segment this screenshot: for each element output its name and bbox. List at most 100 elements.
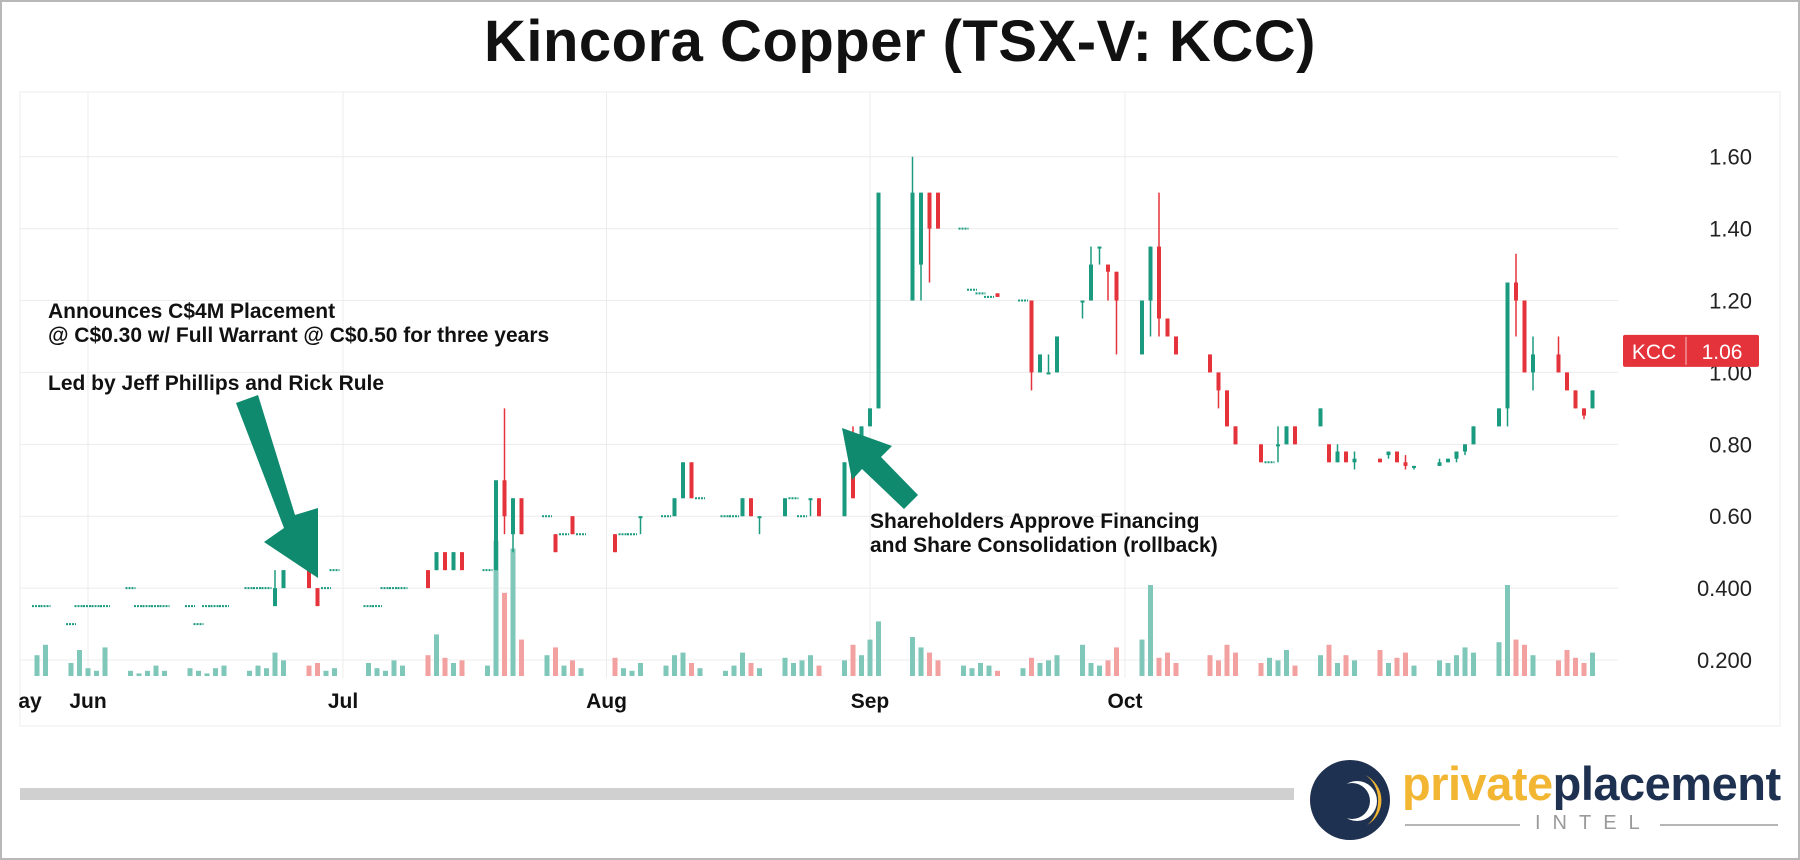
volume-bar [1037,663,1043,676]
annotation-shareholders: Shareholders Approve Financing and Share… [870,510,1218,558]
annotation-line: @ C$0.30 w/ Full Warrant @ C$0.50 for th… [48,324,550,347]
volume-bar [1046,660,1051,676]
volume-bar [978,663,983,676]
volume-bar [1216,660,1221,676]
candle-body [460,552,464,571]
volume-bar [935,660,941,676]
candle-body [315,588,320,607]
volume-bar [272,652,278,676]
y-tick-label: 0.200 [1697,648,1752,673]
y-tick-label: 1.60 [1709,145,1752,170]
volume-bar [485,665,490,676]
volume-bar [1080,644,1085,676]
candle-body [740,498,745,517]
candle-body [1106,264,1110,272]
candle-body [511,498,515,535]
volume-bar [561,665,567,676]
volume-bar [1530,655,1536,676]
volume-bar [1522,644,1527,676]
last-price-value: 1.06 [1702,341,1743,364]
volume-bar [1284,650,1289,676]
volume-bar [672,655,677,676]
candle-body [502,480,507,517]
candle-body [281,570,286,589]
volume-bar [366,663,371,676]
candle-body [876,192,881,409]
volume-bar [1105,660,1111,676]
candle-body [808,498,813,501]
volume-bar [102,647,108,676]
volume-bar [383,670,388,676]
volume-bar [1156,657,1162,676]
candle-body [936,192,940,229]
volume-bar [493,540,499,676]
volume-bar [918,647,924,676]
volume-bar [1462,647,1468,676]
volume-bar [196,670,201,676]
volume-bar [1403,652,1408,676]
candle-body [910,192,915,301]
x-tick-label: Oct [1107,690,1142,713]
volume-bar [374,668,380,676]
volume-bar [799,660,805,676]
candle-body [1097,246,1102,249]
candle-body [1216,372,1221,391]
logo-divider-right [1660,824,1778,826]
volume-bar [816,665,822,676]
volume-bar [510,548,516,676]
volume-bar [791,663,796,676]
chart-grid [19,91,1781,727]
volume-bar [1139,639,1145,676]
volume-bar [663,665,669,676]
volume-bar [842,660,847,676]
volume-bar [1564,650,1570,676]
candle-body [494,480,498,571]
volume-bar [1471,652,1476,676]
horizontal-scrollbar[interactable] [20,788,1294,800]
volume-bar [1411,665,1417,676]
x-tick-label: Aug [586,690,627,713]
candle-body [1395,451,1399,463]
volume-bar [986,665,992,676]
candle-body [426,570,430,589]
volume-bar [1258,663,1264,676]
volume-bar [1590,652,1595,676]
candle-body [1038,354,1042,373]
volume-bar [748,663,754,676]
volume-bar [1454,655,1459,676]
volume-bar [697,668,703,676]
candle-body [1556,354,1561,373]
logo-wordmark: privateplacement [1402,756,1781,811]
volume-bar [910,637,915,676]
volume-bar [1267,657,1272,676]
annotation-arrow-placement [236,395,318,578]
volume-bar [1318,655,1323,676]
y-tick-label: 0.60 [1709,504,1752,529]
volume-bar [153,665,159,676]
candle-body [817,498,821,517]
volume-bar [1377,650,1383,676]
volume-bar [1207,655,1213,676]
candle-body [451,552,456,571]
volume-bar [187,668,193,676]
volume-bar [1020,668,1026,676]
volume-bar [1114,647,1119,676]
candle-body [1446,458,1450,463]
candle-body [1522,300,1527,373]
volume-bar [1352,660,1357,676]
volume-bar [961,665,966,676]
annotation-arrow-shareholders [842,428,918,509]
annotation-line: Announces C$4M Placement [48,300,336,323]
candle-body [1352,458,1357,463]
candle-body [1573,390,1578,409]
candle-body [1565,372,1569,391]
volume-bar [808,655,813,676]
y-tick-label: 0.80 [1709,432,1752,457]
candle-body [995,293,1000,297]
candle-body [1454,451,1459,459]
candle-body [1029,300,1034,373]
plot-border [19,91,1781,727]
annotation-line: Shareholders Approve Financing [870,510,1200,533]
